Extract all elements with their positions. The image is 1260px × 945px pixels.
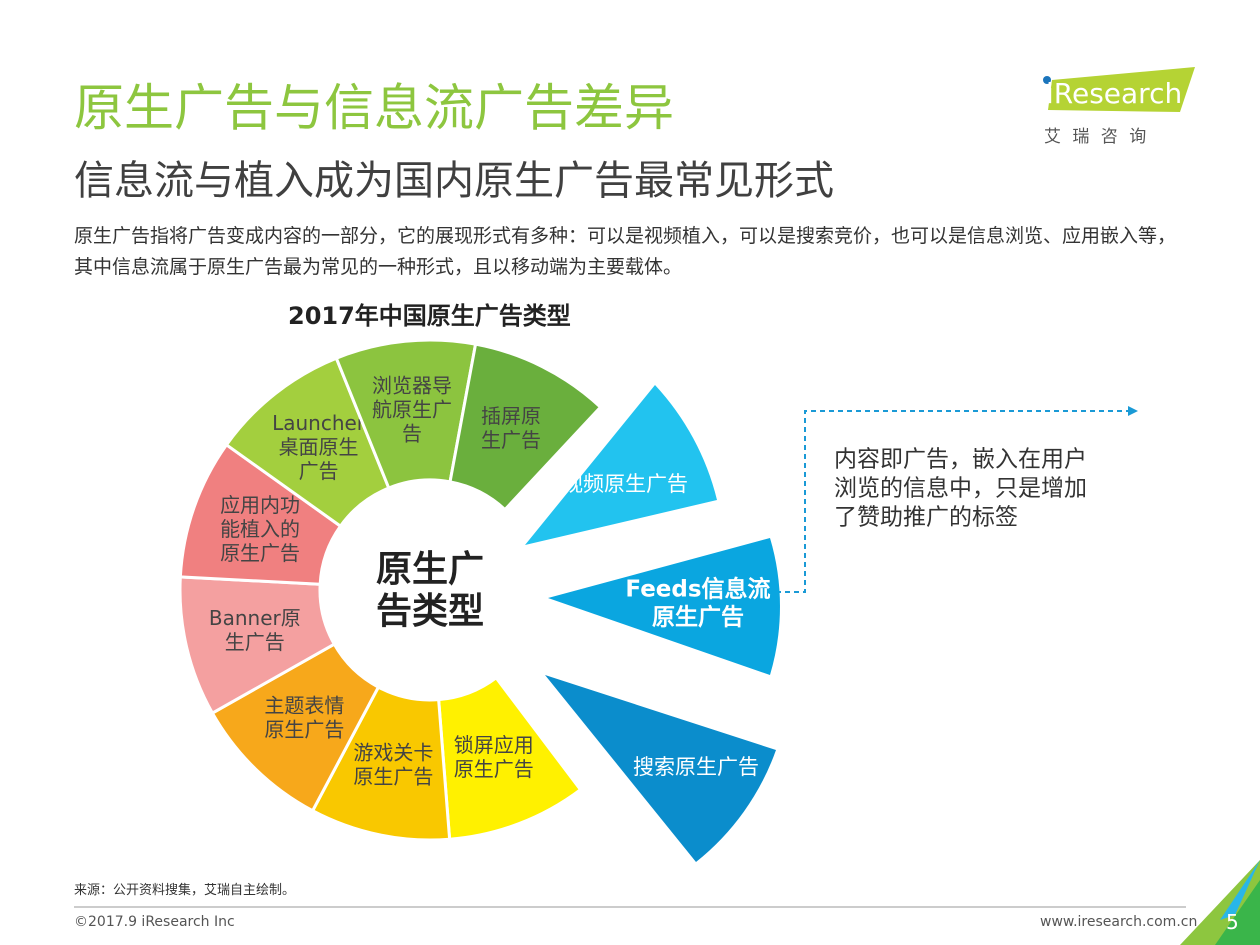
highlight-segment (545, 675, 776, 862)
center-label: 原生广 (376, 549, 484, 590)
highlight-label: Feeds信息流 (625, 576, 770, 603)
arrow-head (1128, 406, 1138, 416)
url: www.iresearch.com.cn (1040, 914, 1198, 930)
segment-label: 生广告 (225, 630, 285, 654)
logo-tagline: 艾 瑞 咨 询 (1044, 127, 1150, 147)
segment-label: 广告 (299, 459, 339, 483)
highlight-label: 搜索原生广告 (633, 755, 759, 779)
segment-label: 原生广告 (454, 757, 534, 781)
segment-label: 原生广告 (264, 717, 344, 741)
segment-label: 主题表情 (264, 693, 344, 717)
segment-label: 浏览器导 (372, 373, 452, 397)
segment-label: 原生广告 (353, 765, 433, 789)
center-label: 告类型 (376, 591, 484, 632)
highlight-segment (525, 385, 717, 545)
segment-label: 锁屏应用 (454, 733, 534, 757)
logo-brand: iResearch (1046, 77, 1183, 110)
copyright: ©2017.9 iResearch Inc (74, 914, 235, 930)
segment-label: 原生广告 (220, 541, 300, 565)
subtitle: 信息流与植入成为国内原生广告最常见形式 (74, 158, 834, 204)
diagram-title: 2017年中国原生广告类型 (288, 302, 571, 330)
highlight-segment (548, 538, 780, 675)
segment-label: 生广告 (481, 428, 541, 452)
logo-badge (1048, 67, 1195, 112)
segment-label: 航原生广 (372, 397, 452, 421)
title: 原生广告与信息流广告差异 (74, 79, 674, 137)
donut-segment (448, 342, 603, 512)
segment-label: 能植入的 (220, 517, 300, 541)
segment-label: Launcher (272, 411, 366, 435)
highlight-label: 视频原生广告 (562, 472, 688, 496)
donut: 锁屏应用原生广告游戏关卡原生广告主题表情原生广告Banner原生广告应用内功能植… (178, 338, 1087, 862)
logo-dot (1043, 76, 1051, 84)
page-number: 5 (1226, 910, 1239, 934)
callout-text: 浏览的信息中，只是增加 (834, 476, 1087, 502)
callout-connector (776, 410, 1128, 593)
segment-label: 插屏原 (481, 404, 541, 428)
description: 原生广告指将广告变成内容的一部分，它的展现形式有多种：可以是视频植入，可以是搜索… (74, 225, 1177, 278)
corner-deco (1220, 860, 1260, 920)
source-note: 来源：公开资料搜集，艾瑞自主绘制。 (74, 883, 296, 898)
callout-text: 内容即广告，嵌入在用户 (834, 447, 1087, 473)
segment-label: 游戏关卡 (353, 741, 433, 765)
callout-text: 了赞助推广的标签 (834, 505, 1018, 531)
highlight-label: 原生广告 (652, 604, 744, 631)
segment-label: 告 (402, 421, 422, 445)
segment-label: Banner原 (209, 606, 301, 630)
corner-deco (1215, 880, 1260, 945)
segment-label: 应用内功 (220, 493, 300, 517)
segment-label: 桌面原生 (279, 435, 359, 459)
